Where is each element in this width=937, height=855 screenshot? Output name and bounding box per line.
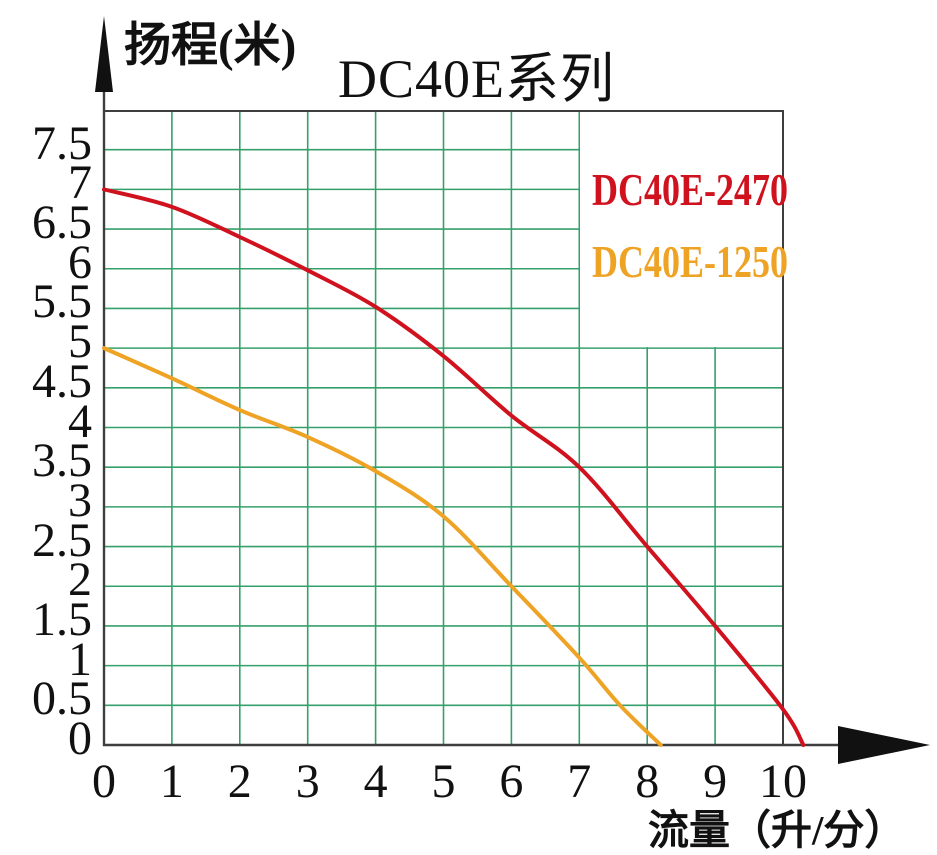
- y-tick-label: 7: [68, 156, 92, 210]
- y-tick-label: 2.5: [32, 513, 92, 567]
- y-tick-label: 4.5: [32, 354, 92, 408]
- y-tick-label: 2: [68, 553, 92, 607]
- x-tick-label: 9: [703, 755, 728, 808]
- y-tick-label: 6: [68, 235, 92, 289]
- y-tick-label: 1: [68, 632, 92, 686]
- y-tick-label: 5.5: [32, 275, 92, 329]
- curve-DC40E-1250: [102, 346, 663, 747]
- x-tick-label: 10: [759, 755, 807, 808]
- x-axis-title: 流量（升/分）: [648, 807, 906, 853]
- x-tick-label: 1: [159, 755, 184, 808]
- y-tick-label: 5: [68, 315, 92, 369]
- y-tick-label: 6.5: [32, 196, 92, 250]
- y-tick-label: 1.5: [32, 592, 92, 646]
- curve-DC40E-2470: [102, 187, 806, 747]
- y-tick-label: 0: [68, 712, 92, 765]
- y-axis-title: 扬程(米): [124, 20, 297, 72]
- legend-entry-dc40e-2470: DC40E-2470: [592, 165, 788, 215]
- x-tick-label: 3: [295, 755, 320, 808]
- x-tick-label: 8: [635, 755, 660, 808]
- x-tick-label: 4: [363, 755, 388, 808]
- y-tick-label: 4: [68, 394, 92, 448]
- x-tick-label: 6: [499, 755, 524, 808]
- x-tick-label: 0: [92, 755, 116, 808]
- x-tick-label: 7: [567, 755, 592, 808]
- chart-title: DC40E系列: [338, 49, 615, 109]
- y-tick-label: 7.5: [32, 116, 92, 170]
- legend: DC40E-2470 DC40E-1250: [580, 112, 788, 346]
- y-tick-label: 3.5: [32, 434, 92, 488]
- x-tick-label: 2: [227, 755, 252, 808]
- y-tick-label: 3: [68, 473, 92, 527]
- x-tick-label: 5: [431, 755, 456, 808]
- x-axis-arrow-icon: [838, 726, 930, 764]
- y-tick-label: 0.5: [32, 672, 92, 726]
- legend-entry-dc40e-1250: DC40E-1250: [592, 237, 788, 287]
- y-axis-arrow-icon: [95, 16, 113, 92]
